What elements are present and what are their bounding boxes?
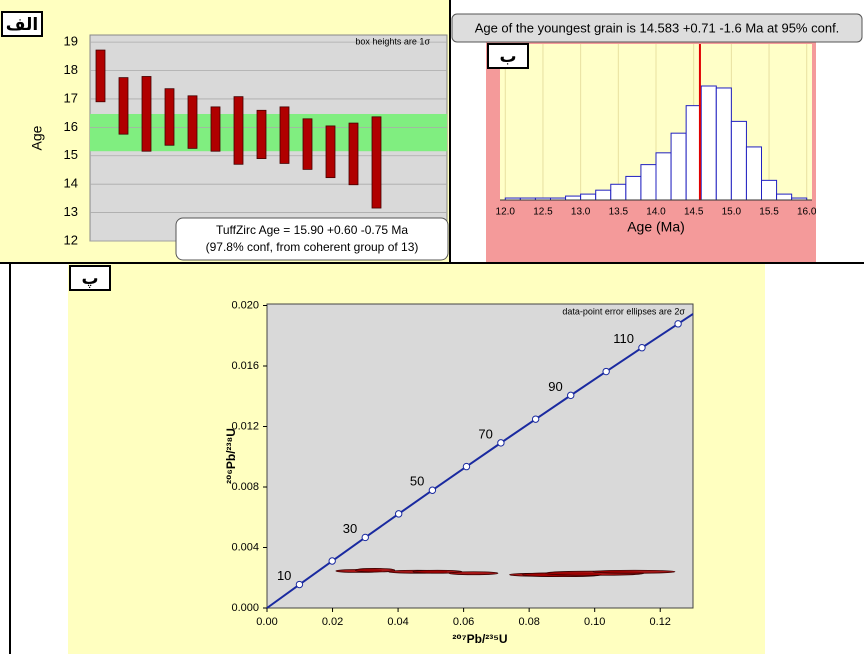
x-tick-label: 0.06 [453, 616, 474, 628]
histogram-bar [730, 120, 747, 201]
age-label: 50 [410, 474, 424, 489]
concordia-point [674, 320, 682, 328]
age-box [371, 116, 382, 209]
age-box [141, 76, 152, 152]
histogram-bar [715, 87, 732, 201]
y-axis-label: ²⁰⁶Pb/²³⁸U [224, 428, 238, 484]
y-tick-label: 15 [64, 147, 78, 162]
age-box [302, 118, 313, 170]
concordia-point [638, 344, 646, 352]
histogram-bar [761, 179, 778, 201]
age-box [164, 88, 175, 146]
histogram-bar [595, 189, 612, 201]
histogram-bar [625, 175, 642, 201]
x-tick-label: 0.00 [256, 616, 277, 628]
concordia-point [361, 533, 369, 542]
panel-label-box [1, 11, 43, 37]
x-tick-label: 0.02 [322, 616, 343, 628]
age-box [118, 77, 129, 135]
annotation: (97.8% conf, from coherent group of 13) [206, 240, 419, 254]
age-label: 90 [548, 379, 562, 394]
panel-label-box [487, 43, 529, 69]
panel-label-box [69, 265, 111, 291]
error-ellipse [448, 571, 499, 576]
concordia-point [394, 510, 403, 518]
x-axis-label: ²⁰⁷Pb/²³⁵U [452, 632, 507, 646]
y-tick-label: 0.012 [231, 420, 259, 432]
note: box heights are 1σ [355, 36, 430, 46]
x-tick-label: 13.0 [571, 207, 591, 218]
y-tick-label: 0.020 [231, 299, 259, 311]
histogram-bar [580, 193, 597, 201]
error-ellipse [592, 569, 676, 574]
concordia-start [266, 583, 301, 609]
x-tick-label: 0.08 [518, 616, 539, 628]
age-box [210, 106, 221, 152]
concordia-curve [298, 322, 679, 586]
y-tick-label: 18 [64, 62, 78, 77]
histogram-bar [776, 193, 793, 201]
y-tick-label: 14 [64, 176, 78, 191]
y-tick-label: 13 [64, 204, 78, 219]
y-tick-label: 0.008 [231, 481, 259, 493]
concordia-point [428, 486, 437, 494]
y-tick-label: 17 [64, 90, 78, 105]
x-tick-label: 0.12 [650, 616, 671, 628]
age-label: 30 [343, 521, 357, 536]
x-tick-label: 0.10 [584, 616, 605, 628]
x-tick-label: 0.04 [387, 616, 408, 628]
histogram-bar [565, 195, 582, 201]
age-box [256, 109, 267, 160]
age-box [325, 125, 336, 179]
x-tick-label: 16.0 [797, 207, 817, 218]
panel-label: ب [499, 47, 516, 67]
title-box [451, 13, 863, 43]
x-tick-label: 15.0 [722, 207, 742, 218]
y-tick-label: 19 [64, 34, 78, 49]
histogram-bar [640, 164, 657, 201]
age-label: 110 [613, 331, 634, 346]
chart-title: Age of the youngest grain is 14.583 +0.7… [475, 20, 840, 35]
concordia-point [567, 391, 575, 400]
y-tick-label: 0.000 [231, 602, 259, 614]
x-tick-label: 13.5 [609, 207, 629, 218]
annotation-box [175, 217, 449, 261]
panel-label: پ [81, 269, 98, 289]
age-label: 70 [478, 426, 492, 441]
error-ellipse [355, 568, 396, 573]
histogram-bar [670, 132, 687, 201]
note: data-point error ellipses are 2σ [562, 306, 685, 316]
x-axis-label: Age (Ma) [627, 219, 685, 235]
concordia-point [602, 367, 610, 376]
y-tick-label: 0.016 [231, 360, 259, 372]
y-tick-label: 16 [64, 119, 78, 134]
age-box [233, 96, 244, 165]
x-tick-label: 12.5 [533, 207, 553, 218]
x-tick-label: 15.5 [759, 207, 779, 218]
panel-label: الف [6, 15, 38, 35]
age-label: 10 [277, 568, 291, 583]
histogram-bar [610, 183, 627, 201]
x-tick-label: 14.5 [684, 207, 704, 218]
x-tick-label: 14.0 [646, 207, 666, 218]
age-box [279, 106, 290, 164]
concordia-point [462, 462, 471, 471]
histogram-bar [655, 152, 672, 201]
y-axis-label: Age [29, 125, 45, 150]
concordia-point [295, 580, 304, 589]
concordia-point [531, 415, 540, 423]
histogram-bar [745, 146, 763, 201]
y-tick-label: 12 [64, 232, 78, 247]
age-box [348, 122, 359, 186]
y-tick-label: 0.004 [231, 541, 259, 553]
concordia-point [497, 439, 505, 447]
histogram-bar [700, 85, 717, 201]
concordia-point [328, 557, 336, 565]
annotation: TuffZirc Age = 15.90 +0.60 -0.75 Ma [216, 223, 408, 237]
age-box [95, 49, 106, 103]
age-box [187, 95, 198, 149]
x-tick-label: 12.0 [496, 207, 516, 218]
